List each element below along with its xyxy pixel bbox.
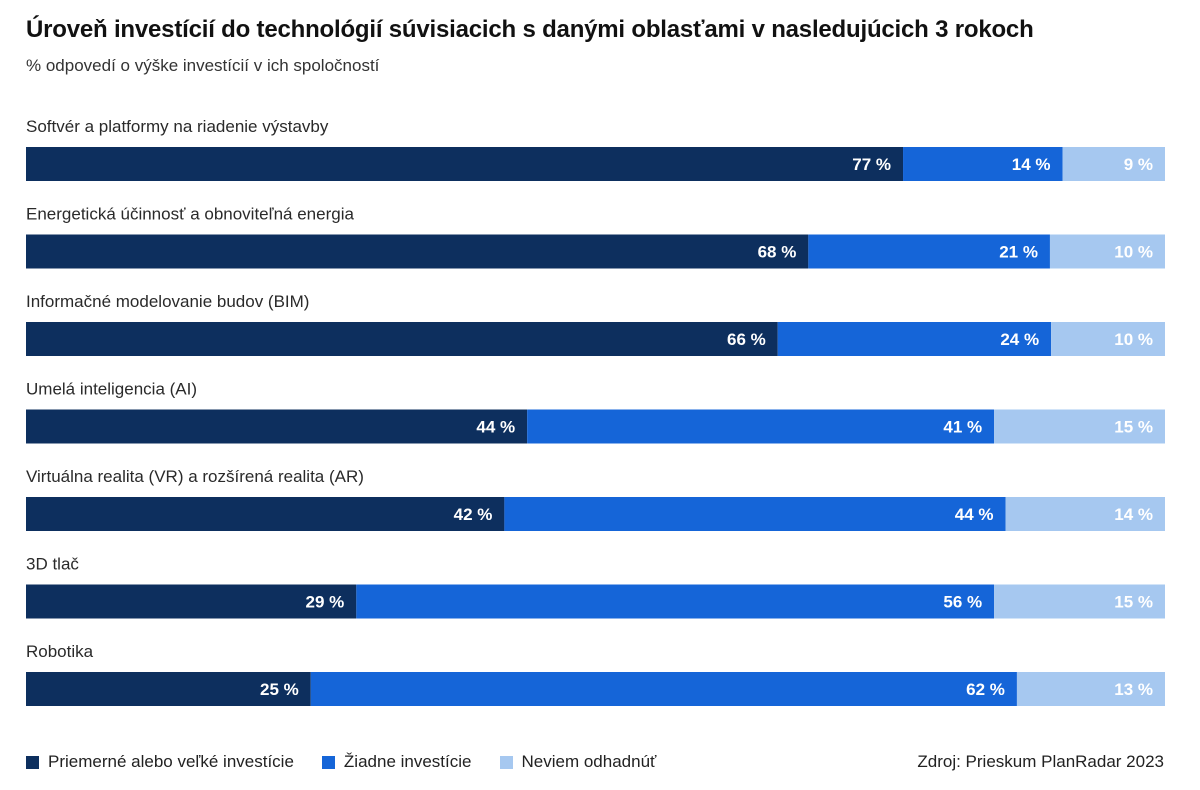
stacked-bar-chart: Softvér a platformy na riadenie výstavby… <box>26 117 1165 706</box>
value-label-softver-a-platformy-na-riadenie-vystavby-series-0: 77 % <box>852 155 891 174</box>
legend: Priemerné alebo veľké investície Žiadne … <box>26 752 684 772</box>
value-label-energeticka-ucinnost-a-obnovitelna-energia-series-2: 10 % <box>1114 243 1153 262</box>
category-label-umela-inteligencia-ai: Umelá inteligencia (AI) <box>26 380 197 399</box>
value-label-3d-tlac-series-1: 56 % <box>943 593 982 612</box>
value-label-umela-inteligencia-ai-series-2: 15 % <box>1114 418 1153 437</box>
bar-virtualna-realita-vr-a-rozsirena-realita-ar-series-2 <box>1005 497 1165 531</box>
chart-title: Úroveň investícií do technológií súvisia… <box>26 16 1034 43</box>
bar-informacne-modelovanie-budov-bim-series-2 <box>1051 322 1165 356</box>
value-label-virtualna-realita-vr-a-rozsirena-realita-ar-series-0: 42 % <box>454 505 493 524</box>
category-label-softver-a-platformy-na-riadenie-vystavby: Softvér a platformy na riadenie výstavby <box>26 117 329 136</box>
bar-energeticka-ucinnost-a-obnovitelna-energia-series-0 <box>26 234 809 269</box>
bar-umela-inteligencia-ai-series-1 <box>527 409 995 444</box>
bar-umela-inteligencia-ai-series-2 <box>994 409 1165 444</box>
legend-label-no-investment: Žiadne investície <box>343 752 472 771</box>
bar-energeticka-ucinnost-a-obnovitelna-energia-series-2 <box>1049 234 1165 269</box>
value-label-softver-a-platformy-na-riadenie-vystavby-series-1: 14 % <box>1012 155 1051 174</box>
bar-energeticka-ucinnost-a-obnovitelna-energia-series-1 <box>808 234 1050 269</box>
chart-subtitle: % odpovedí o výške investícií v ich spol… <box>26 56 380 75</box>
bar-robotika-series-1 <box>310 672 1017 706</box>
legend-swatch-no-investment <box>321 755 335 769</box>
bar-3d-tlac-series-2 <box>994 584 1165 619</box>
value-label-umela-inteligencia-ai-series-0: 44 % <box>476 418 515 437</box>
category-label-3d-tlac: 3D tlač <box>26 555 79 574</box>
value-label-informacne-modelovanie-budov-bim-series-0: 66 % <box>727 330 766 349</box>
value-label-robotika-series-0: 25 % <box>260 680 299 699</box>
bar-softver-a-platformy-na-riadenie-vystavby-series-1 <box>903 147 1063 181</box>
value-label-robotika-series-2: 13 % <box>1114 680 1153 699</box>
legend-swatch-unknown <box>499 755 513 769</box>
value-label-virtualna-realita-vr-a-rozsirena-realita-ar-series-1: 44 % <box>955 505 994 524</box>
bar-virtualna-realita-vr-a-rozsirena-realita-ar-series-1 <box>504 497 1006 531</box>
legend-item-no-investment: Žiadne investície <box>321 752 472 772</box>
value-label-softver-a-platformy-na-riadenie-vystavby-series-2: 9 % <box>1124 155 1153 174</box>
bar-informacne-modelovanie-budov-bim-series-0 <box>26 322 778 356</box>
value-label-3d-tlac-series-0: 29 % <box>306 593 345 612</box>
category-label-virtualna-realita-vr-a-rozsirena-realita-ar: Virtuálna realita (VR) a rozšírená reali… <box>26 467 364 486</box>
bar-informacne-modelovanie-budov-bim-series-1 <box>777 322 1052 356</box>
value-label-umela-inteligencia-ai-series-1: 41 % <box>943 418 982 437</box>
bar-softver-a-platformy-na-riadenie-vystavby-series-0 <box>26 147 904 181</box>
bar-robotika-series-0 <box>26 672 311 706</box>
bar-robotika-series-2 <box>1016 672 1165 706</box>
bar-umela-inteligencia-ai-series-0 <box>26 409 528 444</box>
value-label-3d-tlac-series-2: 15 % <box>1114 593 1153 612</box>
bar-virtualna-realita-vr-a-rozsirena-realita-ar-series-0 <box>26 497 505 531</box>
value-label-informacne-modelovanie-budov-bim-series-2: 10 % <box>1114 330 1153 349</box>
legend-item-unknown: Neviem odhadnúť <box>499 752 657 772</box>
value-label-energeticka-ucinnost-a-obnovitelna-energia-series-1: 21 % <box>999 243 1038 262</box>
category-label-informacne-modelovanie-budov-bim: Informačné modelovanie budov (BIM) <box>26 292 309 311</box>
value-label-energeticka-ucinnost-a-obnovitelna-energia-series-0: 68 % <box>758 243 797 262</box>
category-label-robotika: Robotika <box>26 642 94 661</box>
source-note: Zdroj: Prieskum PlanRadar 2023 <box>917 752 1164 771</box>
value-label-virtualna-realita-vr-a-rozsirena-realita-ar-series-2: 14 % <box>1114 505 1153 524</box>
bar-3d-tlac-series-0 <box>26 584 357 619</box>
bar-softver-a-platformy-na-riadenie-vystavby-series-2 <box>1062 147 1165 181</box>
legend-swatch-large-investment <box>26 755 39 769</box>
value-label-informacne-modelovanie-budov-bim-series-1: 24 % <box>1000 330 1039 349</box>
category-label-energeticka-ucinnost-a-obnovitelna-energia: Energetická účinnosť a obnoviteľná energ… <box>26 205 354 224</box>
bar-3d-tlac-series-1 <box>356 584 995 619</box>
legend-label-unknown: Neviem odhadnúť <box>521 752 657 771</box>
legend-item-large-investment: Priemerné alebo veľké investície <box>26 752 294 772</box>
value-label-robotika-series-1: 62 % <box>966 680 1005 699</box>
legend-label-large-investment: Priemerné alebo veľké investície <box>48 752 294 771</box>
